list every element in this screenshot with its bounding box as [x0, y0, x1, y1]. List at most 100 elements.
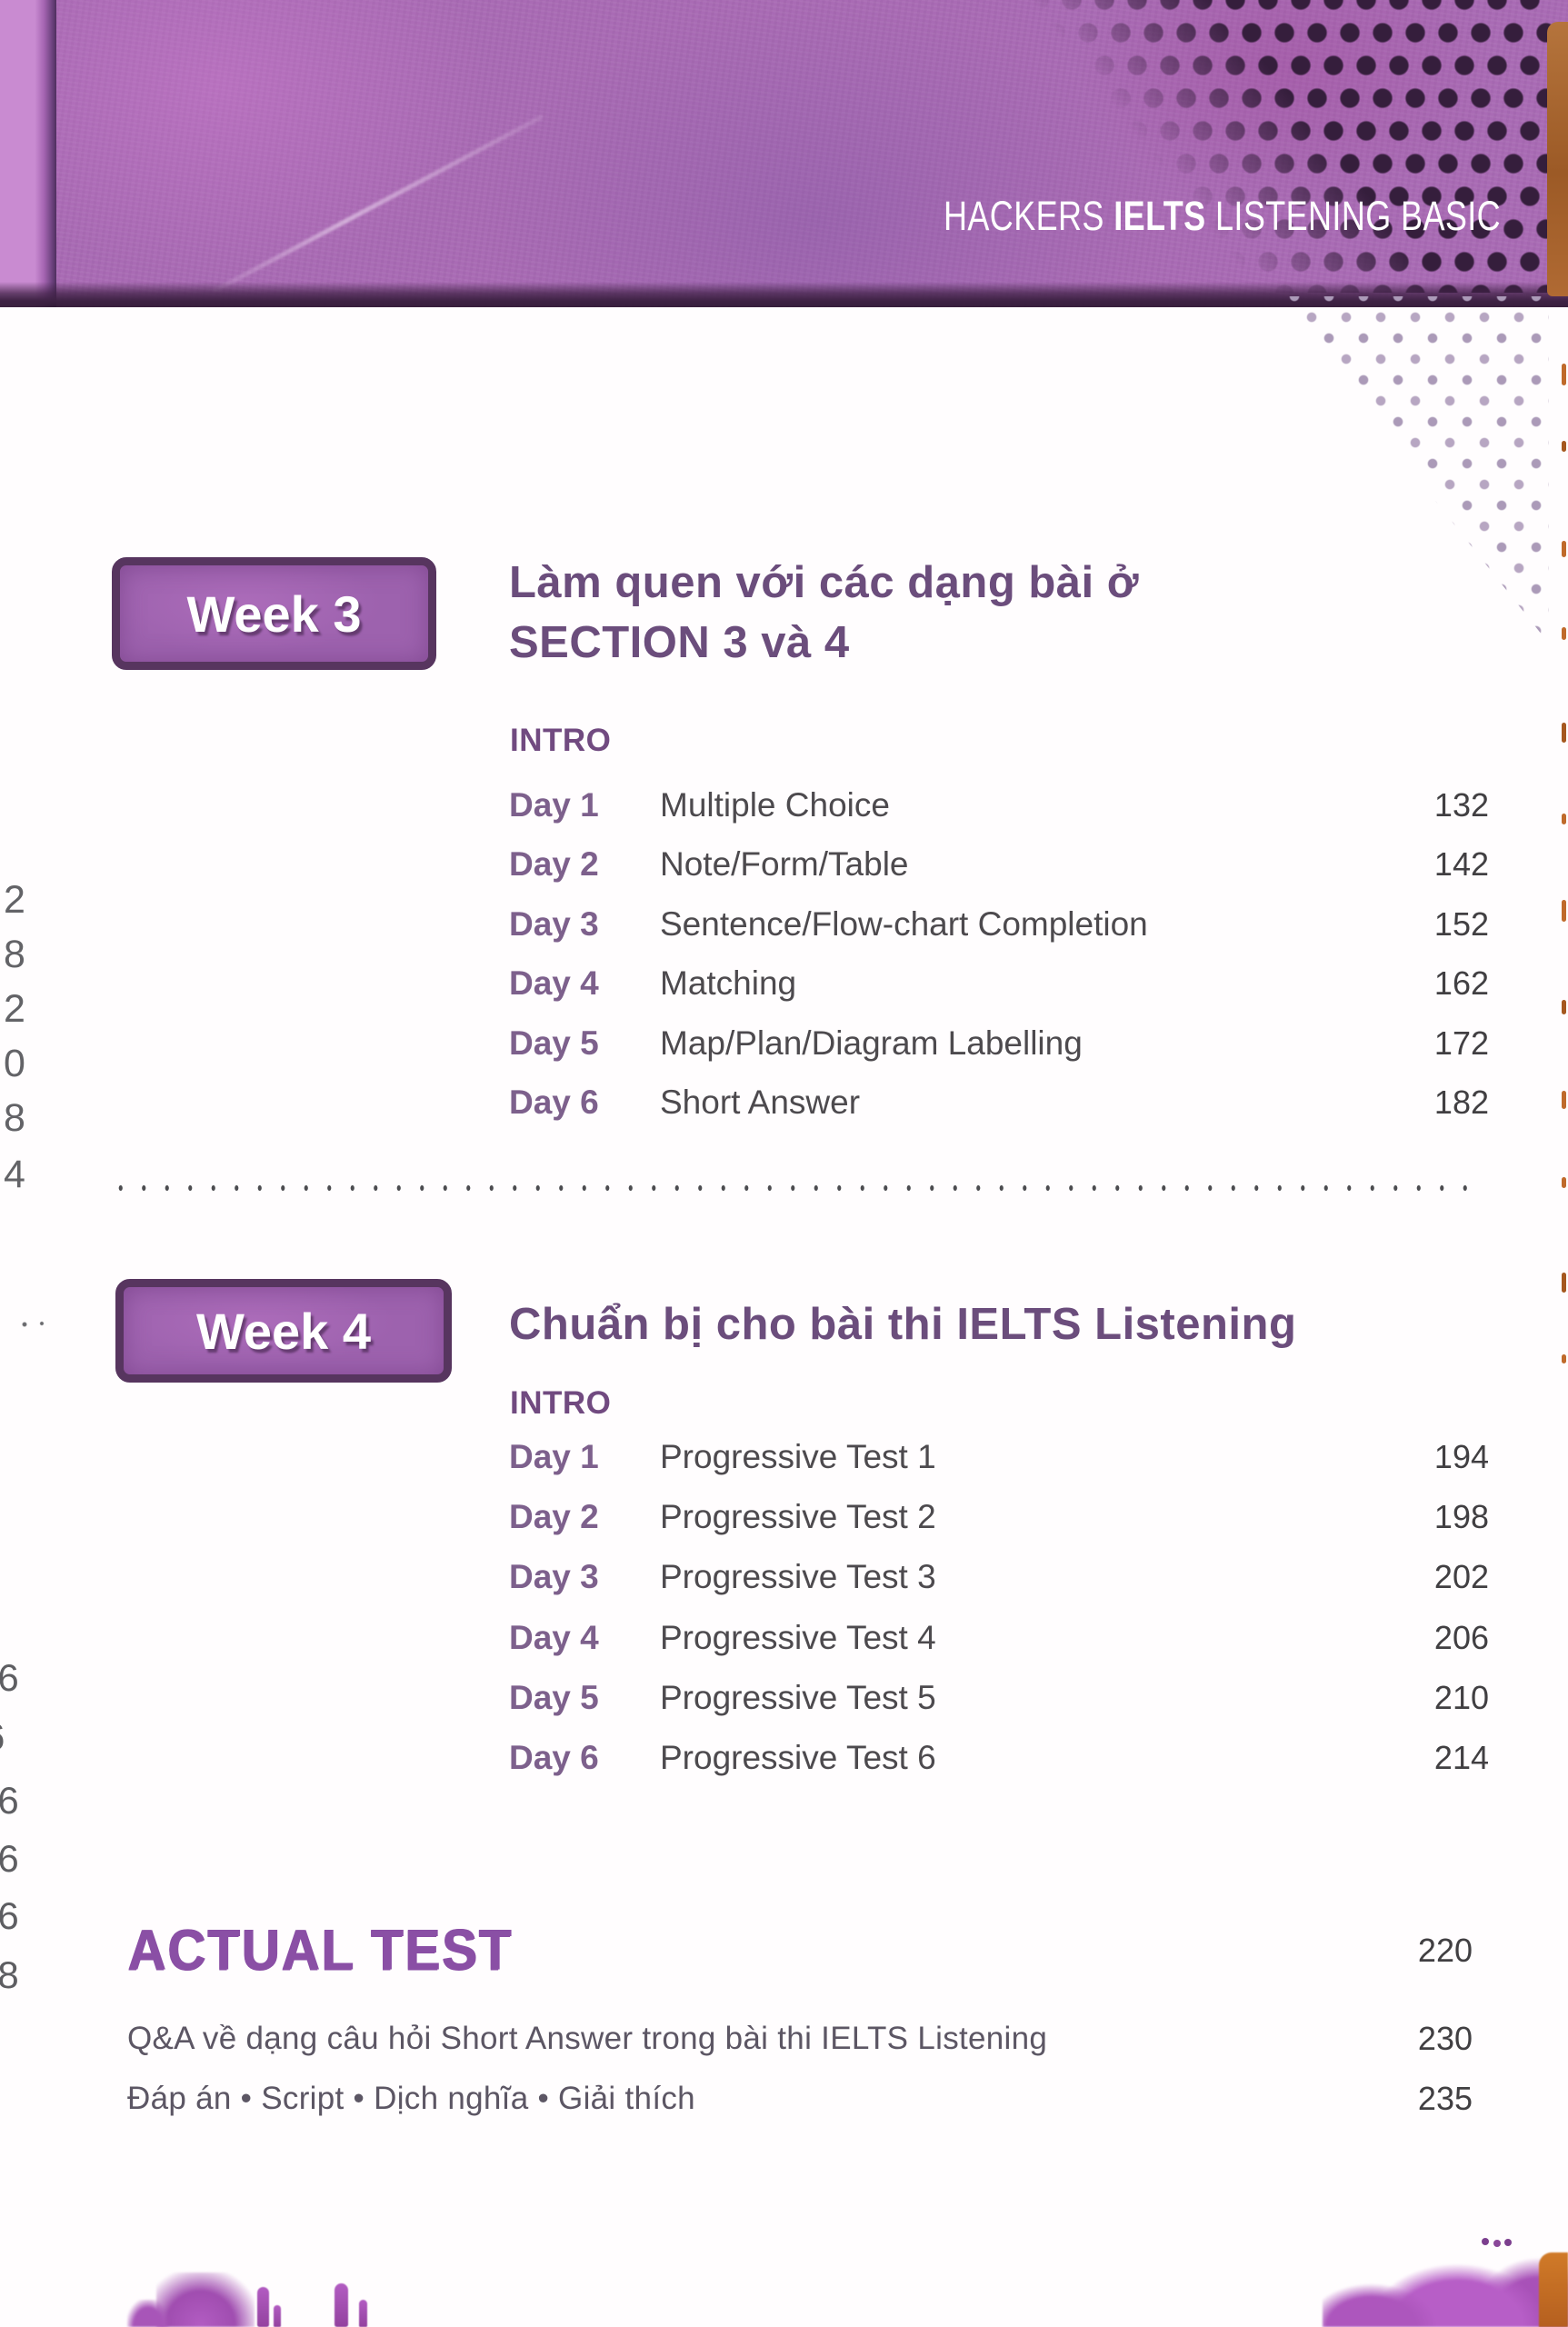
page-edge-dash [1562, 1091, 1566, 1109]
ink-smudge [1323, 2240, 1568, 2327]
day-label: Day 5 [509, 1024, 599, 1062]
page-number: 152 [1433, 904, 1489, 943]
page-edge-dash [1562, 441, 1566, 452]
edge-dots-mark [20, 1320, 47, 1329]
qa-row: Q&A về dạng câu hỏi Short Answer trong b… [127, 2020, 1473, 2058]
edge-fragment: 8 [4, 1096, 25, 1140]
brand-listening-basic: LISTENING BASIC [1205, 193, 1502, 239]
day-label: Day 4 [509, 1618, 599, 1656]
page-edge-dash [1562, 1354, 1566, 1363]
topic-label: Short Answer [660, 1084, 861, 1122]
topic-label: Progressive Test 4 [660, 1618, 936, 1656]
toc-row: Day 1 Multiple Choice 132 [509, 775, 1489, 835]
edge-fragment: 2 [4, 987, 25, 1031]
topic-label: Progressive Test 2 [660, 1498, 936, 1536]
page-number: 210 [1433, 1678, 1489, 1716]
answer-key-label: Đáp án • Script • Dịch nghĩa • Giải thíc… [127, 2081, 695, 2116]
answer-key-row: Đáp án • Script • Dịch nghĩa • Giải thíc… [127, 2080, 1473, 2118]
toc-row: Day 2 Note/Form/Table 142 [509, 835, 1489, 895]
ink-drip [335, 2283, 348, 2327]
ink-smudge [127, 2300, 169, 2327]
page-number: 235 [1417, 2080, 1473, 2117]
page-edge-dash [1562, 1000, 1566, 1014]
week3-title-line2: SECTION 3 và 4 [509, 618, 850, 667]
page-number: 182 [1433, 1084, 1489, 1122]
edge-fragment: '6 [0, 1715, 6, 1759]
week4-title: Chuẩn bị cho bài thi IELTS Listening [509, 1294, 1296, 1354]
edge-fragment: 06 [0, 1894, 21, 1937]
toc-row: Day 4 Matching 162 [509, 954, 1489, 1014]
week3-intro-label: INTRO [510, 723, 612, 758]
toc-row: Day 5 Map/Plan/Diagram Labelling 172 [509, 1014, 1489, 1074]
ink-drip [257, 2287, 269, 2327]
day-label: Day 3 [509, 904, 599, 943]
ink-smudge [156, 2272, 255, 2327]
week3-title-line1: Làm quen với các dạng bài ở [509, 558, 1140, 607]
page-number: 142 [1433, 845, 1489, 884]
ink-drip [274, 2305, 281, 2327]
week3-toc-rows: Day 1 Multiple Choice 132 Day 2 Note/For… [509, 775, 1489, 1133]
page-edge-dash [1562, 364, 1566, 385]
toc-row: Day 3 Progressive Test 3 202 [509, 1547, 1489, 1607]
page-edge-marks [1546, 314, 1568, 1459]
day-label: Day 1 [509, 785, 599, 824]
page-edge-dash [1562, 900, 1566, 922]
week3-title: Làm quen với các dạng bài ở SECTION 3 và… [509, 553, 1139, 673]
topic-label: Progressive Test 3 [660, 1558, 936, 1596]
toc-row: Day 5 Progressive Test 5 210 [509, 1668, 1489, 1728]
page-number: 194 [1433, 1438, 1489, 1476]
edge-fragment: 36 [0, 1779, 21, 1822]
ink-drip [359, 2300, 367, 2327]
page-edge-dash [1562, 723, 1566, 743]
edge-fragment: 96 [0, 1837, 21, 1880]
day-label: Day 3 [509, 1558, 599, 1596]
page-number: 202 [1433, 1558, 1489, 1596]
page-number: 220 [1417, 1931, 1473, 1969]
day-label: Day 2 [509, 1498, 599, 1536]
topic-label: Note/Form/Table [660, 845, 909, 884]
topic-label: Map/Plan/Diagram Labelling [660, 1024, 1083, 1062]
qa-label: Q&A về dạng câu hỏi Short Answer trong b… [127, 2021, 1048, 2056]
banner-scratch-mark [212, 114, 544, 294]
page-edge-dash [1562, 627, 1566, 640]
week3-badge: Week 3 [112, 557, 436, 670]
page-number: 206 [1433, 1618, 1489, 1656]
edge-fragment: 4 [4, 1153, 25, 1196]
banner-fold-strip [0, 0, 56, 307]
topic-label: Multiple Choice [660, 785, 890, 824]
toc-row: Day 6 Progressive Test 6 214 [509, 1728, 1489, 1788]
topic-label: Progressive Test 5 [660, 1678, 936, 1716]
ink-smudge-orange [1539, 2252, 1568, 2327]
topic-label: Progressive Test 1 [660, 1438, 936, 1476]
toc-row: Day 3 Sentence/Flow-chart Completion 152 [509, 894, 1489, 954]
ink-dots-mark [1482, 2238, 1489, 2245]
day-label: Day 5 [509, 1678, 599, 1716]
week4-toc-rows: Day 1 Progressive Test 1 194 Day 2 Progr… [509, 1427, 1489, 1788]
page-number: 198 [1433, 1498, 1489, 1536]
cover-banner: HACKERS IELTS LISTENING BASIC [0, 0, 1568, 307]
topic-label: Sentence/Flow-chart Completion [660, 904, 1148, 943]
brand-hackers: HACKERS [944, 193, 1114, 239]
day-label: Day 2 [509, 845, 599, 884]
topic-label: Matching [660, 964, 797, 1003]
edge-fragment: 0 [4, 1042, 25, 1085]
halftone-dots-pattern [941, 0, 1552, 293]
page-number: 172 [1433, 1024, 1489, 1062]
day-label: Day 1 [509, 1438, 599, 1476]
topic-label: Progressive Test 6 [660, 1739, 936, 1777]
brand-ielts: IELTS [1114, 193, 1206, 239]
toc-row: Day 4 Progressive Test 4 206 [509, 1608, 1489, 1668]
day-label: Day 6 [509, 1739, 599, 1777]
day-label: Day 4 [509, 964, 599, 1003]
actual-test-heading: ACTUAL TEST [127, 1918, 513, 1982]
page-edge-dash [1562, 814, 1566, 824]
edge-fragment: 18 [0, 1953, 21, 1996]
page-edge-dash [1562, 541, 1566, 557]
week4-title-line1: Chuẩn bị cho bài thi IELTS Listening [509, 1300, 1297, 1349]
page-edge-dash [1562, 1177, 1566, 1188]
toc-row: Day 6 Short Answer 182 [509, 1074, 1489, 1134]
dot-triangle-pattern [1273, 296, 1549, 644]
dotted-divider [109, 1182, 1477, 1194]
edge-fragment: 8 [4, 933, 25, 976]
